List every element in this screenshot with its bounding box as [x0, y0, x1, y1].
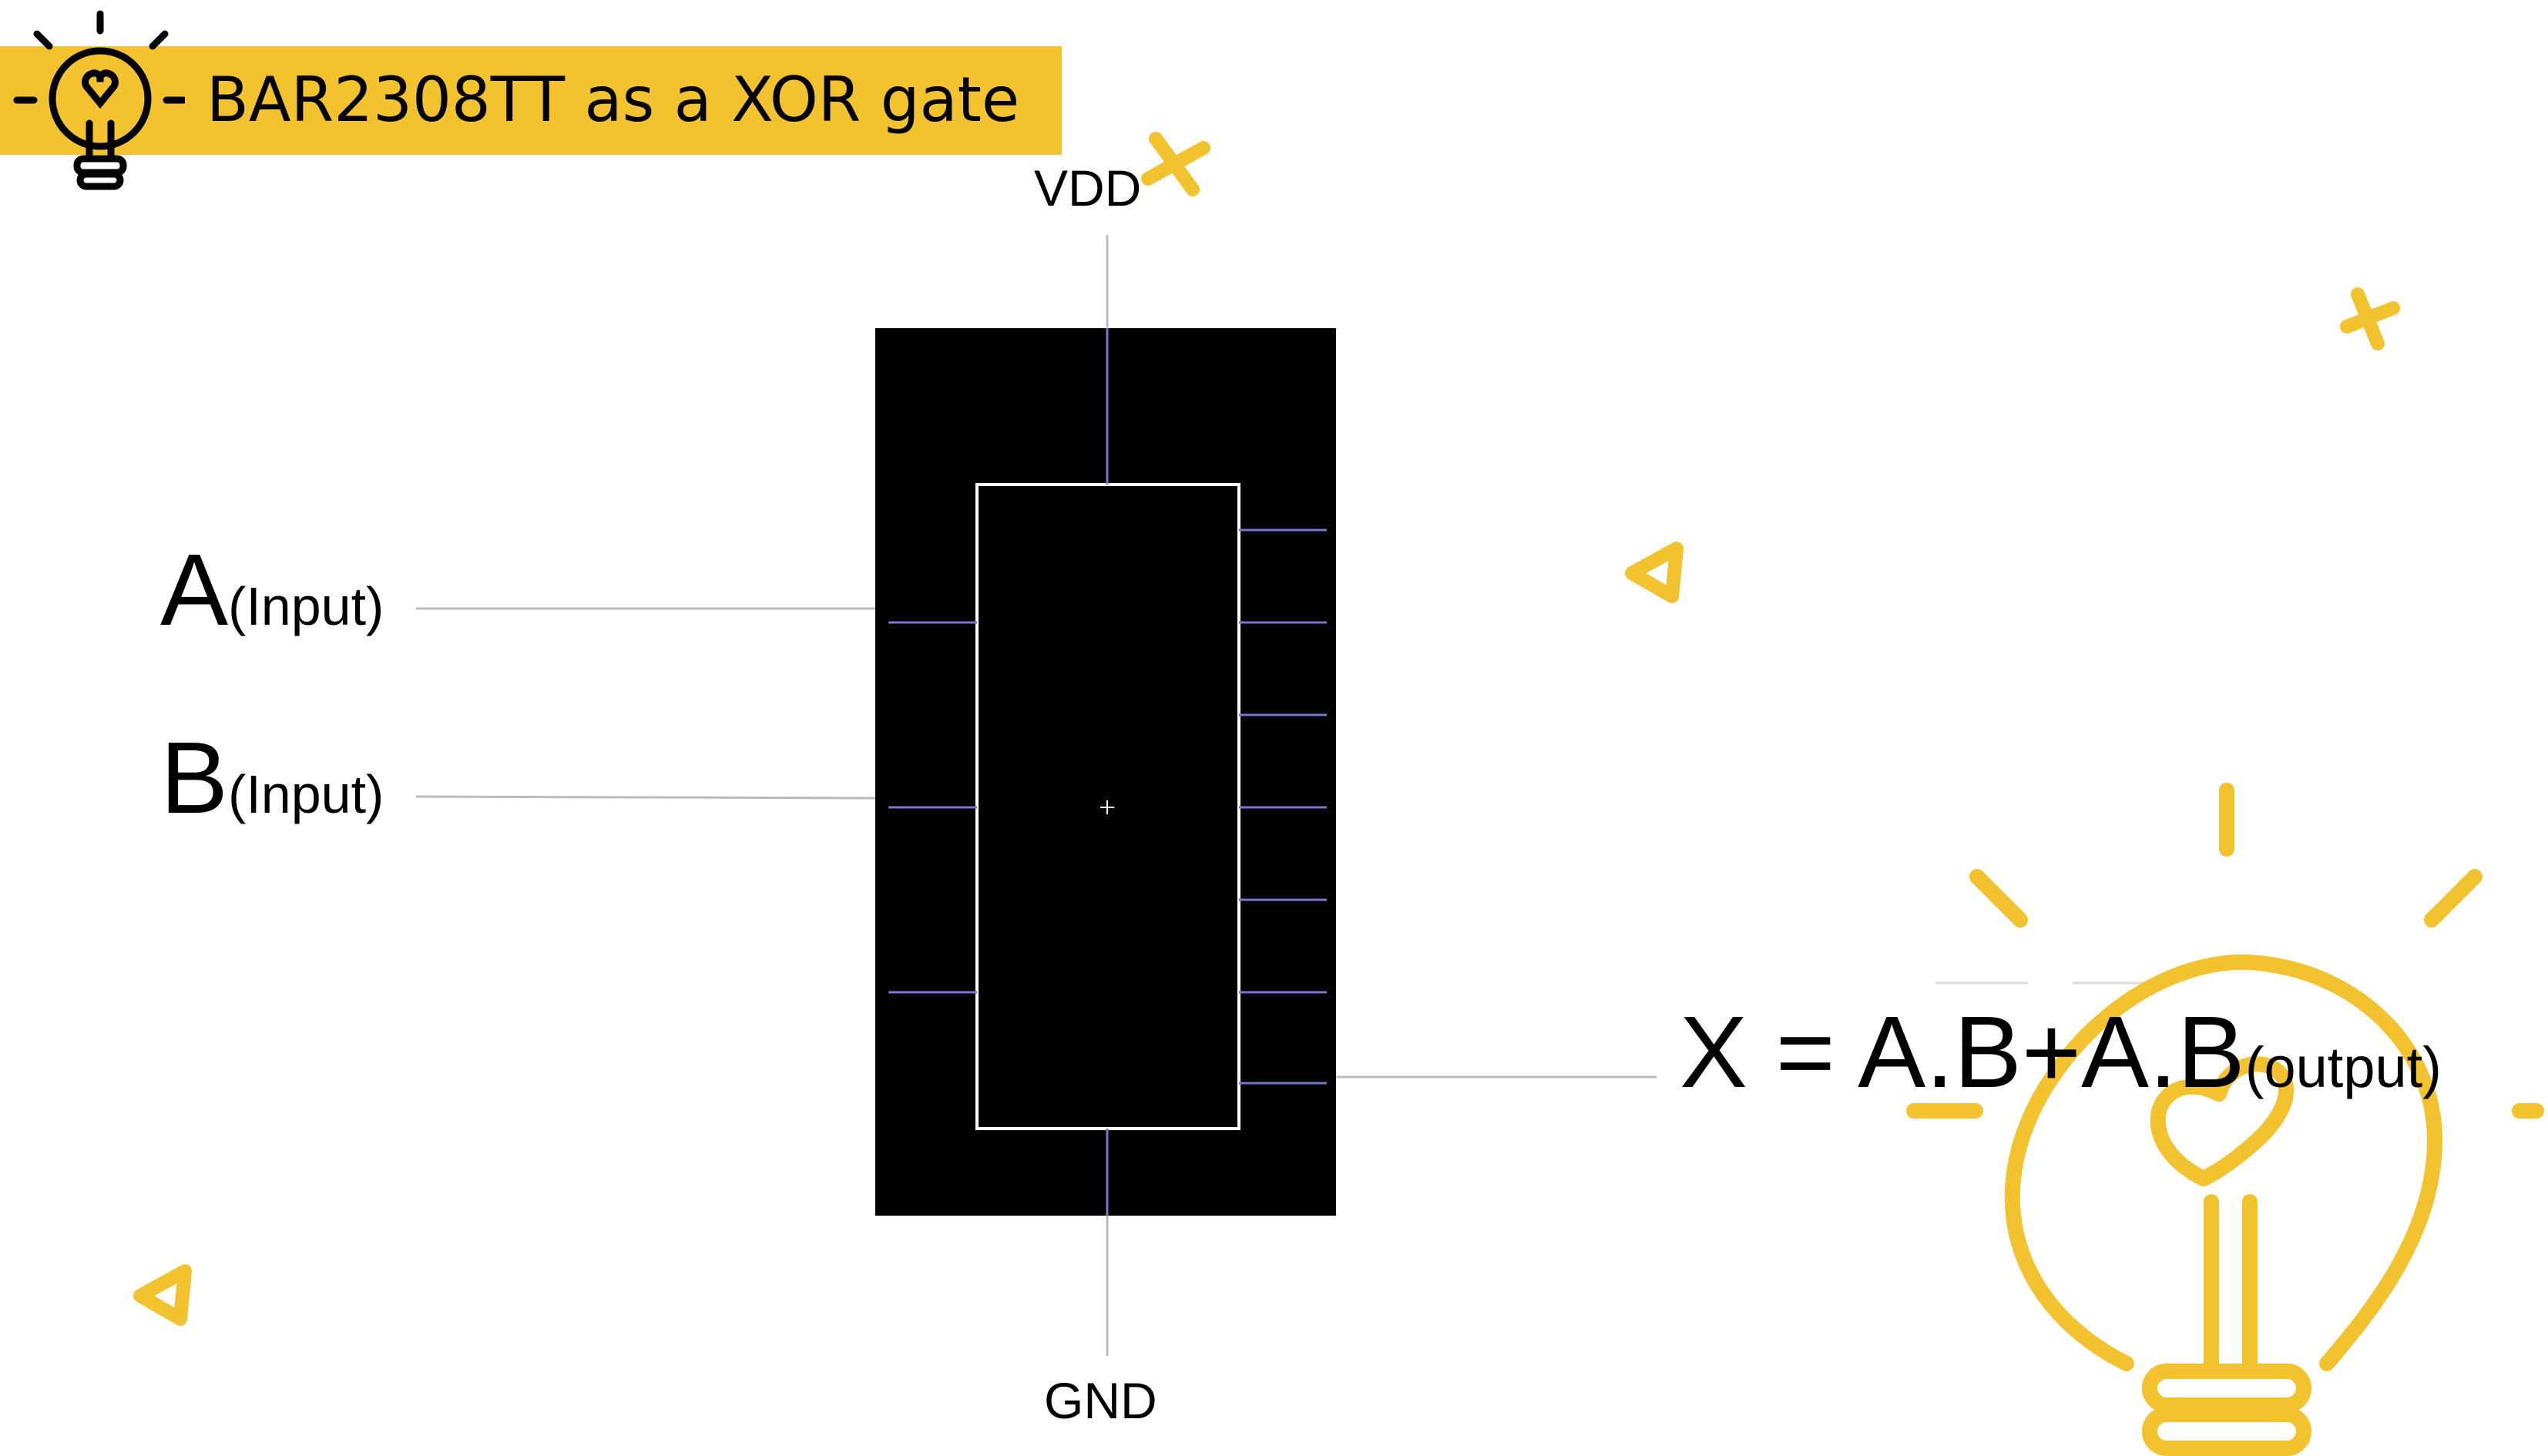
- output-expression: X = A.B+A.B: [1680, 995, 2245, 1109]
- right-pins: [1239, 528, 1327, 1085]
- gnd-label: GND: [1044, 1372, 1157, 1429]
- input-a-label: A(Input): [160, 532, 384, 648]
- chip-body: [875, 328, 1336, 1216]
- page-title: BAR2308TT as a XOR gate: [206, 64, 1020, 136]
- input-a-letter: A: [160, 533, 229, 646]
- output-sub: (output): [2244, 1035, 2442, 1099]
- lightbulb-icon: [1906, 783, 2544, 1456]
- input-a-sub: (Input): [228, 576, 384, 636]
- input-b-wire: [415, 795, 876, 800]
- lightbulb-icon: [13, 10, 185, 190]
- left-pins: [888, 621, 977, 994]
- center-mark: [1100, 800, 1114, 814]
- output-formula: X = A.B+A.B(output): [1680, 994, 2442, 1110]
- vdd-label: VDD: [1034, 159, 1142, 216]
- input-b-sub: (Input): [228, 764, 384, 824]
- input-b-label: B(Input): [160, 720, 384, 836]
- decorations: [133, 132, 2400, 1326]
- input-b-letter: B: [160, 721, 229, 834]
